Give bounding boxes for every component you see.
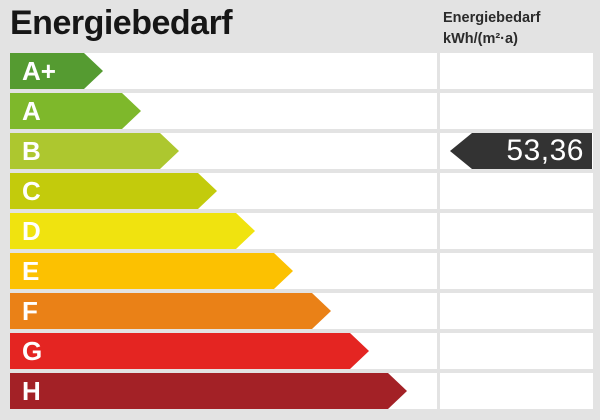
efficiency-scale: A+ A B 53,36 C D E F G H [10, 53, 593, 409]
page-title: Energiebedarf [10, 4, 233, 42]
class-arrow-d: D [10, 213, 255, 249]
unit-label-line2: kWh/(m²·a) [443, 31, 518, 47]
class-arrow-h: H [10, 373, 407, 409]
class-arrow-c: C [10, 173, 217, 209]
scale-row-d: D [10, 213, 593, 249]
class-arrow-f: F [10, 293, 331, 329]
unit-label-line1: Energiebedarf [443, 10, 541, 26]
class-letter-c: C [22, 176, 41, 206]
class-arrow-e: E [10, 253, 293, 289]
class-letter-a: A [22, 96, 41, 126]
scale-row-e: E [10, 253, 593, 289]
unit-label: Energiebedarf kWh/(m²·a) [443, 8, 541, 50]
class-letter-g: G [22, 336, 43, 366]
scale-row-c: C [10, 173, 593, 209]
class-arrow-aplus: A+ [10, 53, 103, 89]
class-letter-d: D [22, 216, 41, 246]
class-letter-f: F [22, 296, 38, 326]
class-arrow-a: A [10, 93, 141, 129]
scale-row-h: H [10, 373, 593, 409]
column-divider [437, 53, 440, 409]
class-letter-h: H [22, 376, 41, 406]
value-tag: 53,36 [450, 133, 592, 169]
class-arrow-b: B [10, 133, 179, 169]
class-letter-aplus: A+ [22, 56, 56, 86]
class-letter-e: E [22, 256, 40, 286]
scale-row-aplus: A+ [10, 53, 593, 89]
value-text: 53,36 [506, 134, 584, 167]
scale-row-f: F [10, 293, 593, 329]
scale-row-b: B 53,36 [10, 133, 593, 169]
class-arrow-g: G [10, 333, 369, 369]
scale-row-g: G [10, 333, 593, 369]
class-letter-b: B [22, 136, 41, 166]
scale-row-a: A [10, 93, 593, 129]
